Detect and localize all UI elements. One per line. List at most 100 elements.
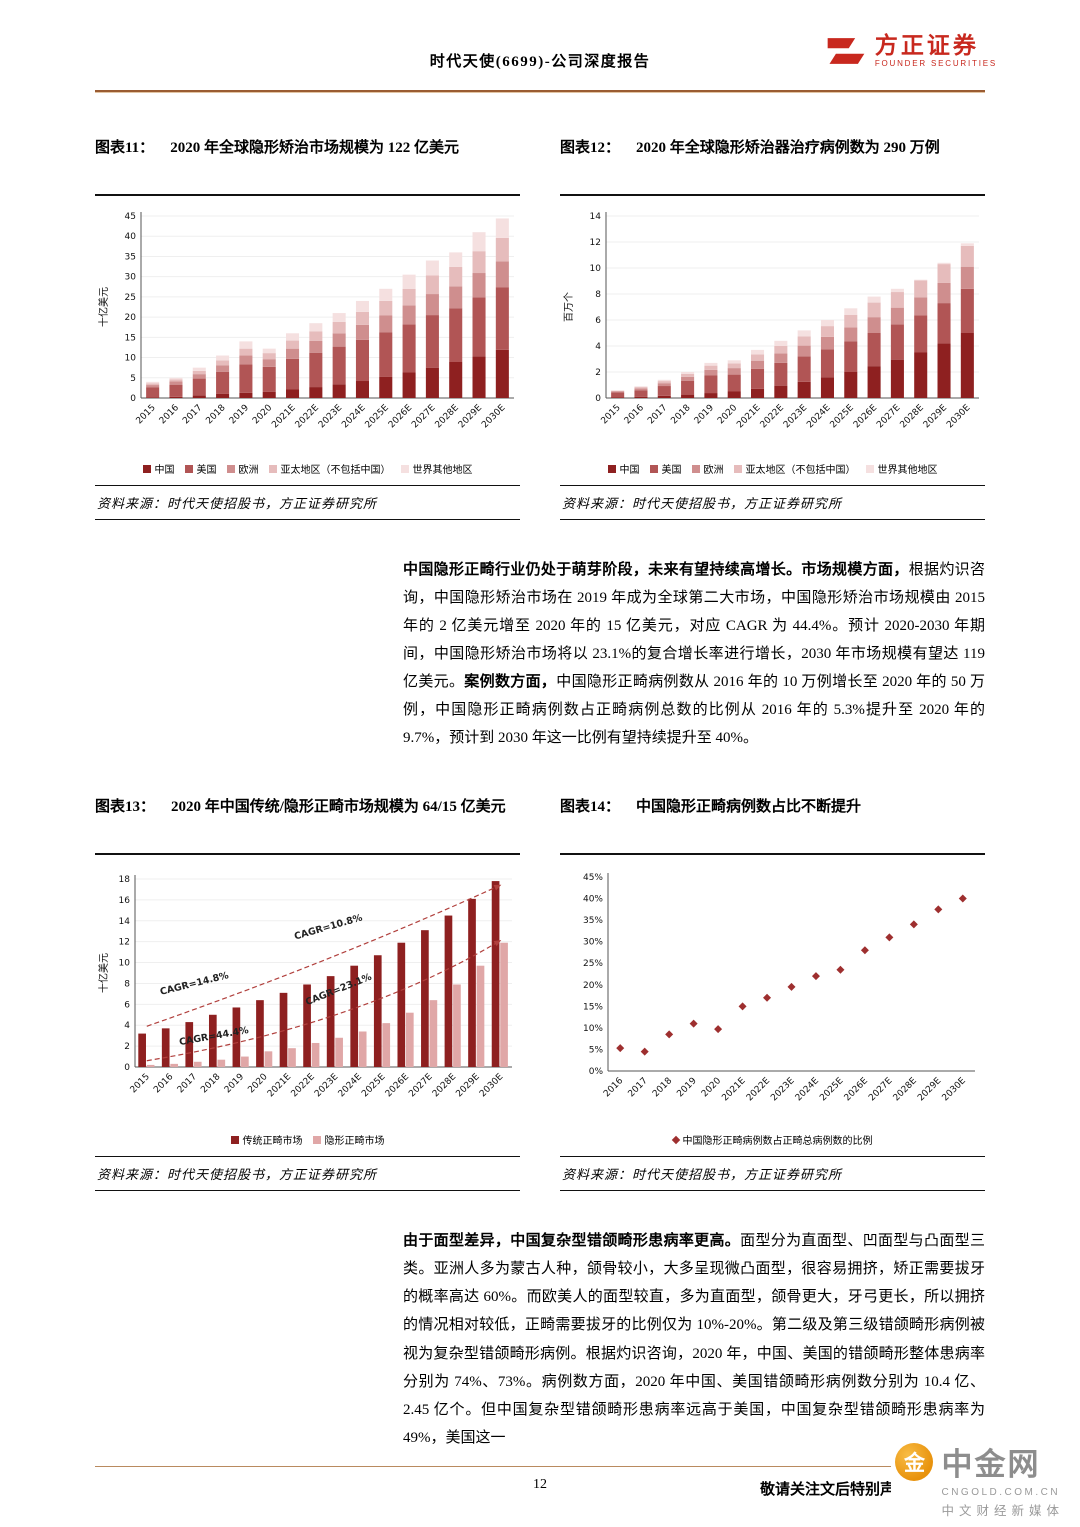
svg-text:2024E: 2024E: [805, 403, 833, 431]
svg-text:18: 18: [119, 875, 131, 885]
svg-text:CAGR=23.1%: CAGR=23.1%: [304, 972, 374, 1009]
legend-item: 传统正畸市场: [230, 1132, 303, 1147]
svg-text:2028E: 2028E: [892, 1076, 920, 1104]
svg-text:20%: 20%: [583, 981, 603, 991]
cngold-logo-icon: 金: [895, 1442, 934, 1481]
legend-label: 欧洲: [703, 465, 724, 476]
svg-text:2026E: 2026E: [387, 403, 415, 431]
figure-11-title: 图表11： 2020 年全球隐形矫治市场规模为 122 亿美元: [95, 135, 520, 196]
legend-swatch-icon: [230, 1135, 239, 1144]
svg-text:16: 16: [119, 896, 131, 906]
svg-text:2021E: 2021E: [735, 403, 763, 431]
figure-13-legend: 传统正畸市场 隐形正畸市场: [95, 1132, 520, 1147]
founder-securities-logo: 方正证券 FOUNDER SECURITIES: [824, 32, 997, 70]
svg-text:30%: 30%: [583, 938, 603, 948]
svg-text:15%: 15%: [583, 1003, 603, 1013]
svg-text:5: 5: [130, 374, 136, 384]
text-normal: 面型分为直面型、凹面型与凸面型三类。亚洲人多为蒙古人种，颌骨较小，大多呈现微凸面…: [403, 1233, 985, 1446]
svg-text:10: 10: [119, 959, 131, 969]
svg-text:十亿美元: 十亿美元: [97, 953, 110, 993]
svg-text:2: 2: [124, 1042, 130, 1052]
svg-text:4: 4: [595, 342, 601, 352]
svg-text:2024E: 2024E: [794, 1076, 822, 1104]
figure-12-caption: 2020 年全球隐形矫治器治疗病例数为 290 万例: [636, 140, 940, 156]
svg-text:0%: 0%: [589, 1067, 604, 1077]
legend-swatch-icon: [312, 1135, 321, 1144]
svg-text:2016: 2016: [602, 1076, 625, 1099]
watermark-domain: CNGOLD.COM.CN: [941, 1487, 1061, 1498]
watermark-name: 中金网: [941, 1447, 1041, 1482]
legend-label: 美国: [196, 465, 217, 476]
legend-item: 世界其他地区: [400, 461, 473, 476]
svg-text:2024E: 2024E: [337, 1072, 365, 1100]
svg-text:2017: 2017: [176, 1072, 199, 1095]
paragraph-malocclusion: 由于面型差异，中国复杂型错颌畸形患病率更高。面型分为直面型、凹面型与凸面型三类。…: [403, 1227, 985, 1451]
svg-text:2025E: 2025E: [364, 403, 392, 431]
svg-text:2: 2: [595, 368, 601, 378]
svg-text:2018: 2018: [204, 403, 227, 426]
figure-13-source: 资料来源：时代天使招股书，方正证券研究所: [95, 1156, 520, 1192]
svg-text:2019: 2019: [693, 403, 716, 426]
legend-swatch-icon: [607, 464, 616, 473]
svg-text:2023E: 2023E: [769, 1076, 797, 1104]
legend-label: 中国: [619, 465, 640, 476]
header-divider: [95, 90, 985, 93]
svg-text:2029E: 2029E: [922, 403, 950, 431]
svg-text:2022E: 2022E: [294, 403, 322, 431]
figure-12-title: 图表12： 2020 年全球隐形矫治器治疗病例数为 290 万例: [560, 135, 985, 196]
legend-item: 美国: [184, 461, 217, 476]
legend-swatch-icon: [184, 464, 193, 473]
founder-logo-text: 方正证券 FOUNDER SECURITIES: [874, 31, 997, 69]
svg-text:2023E: 2023E: [313, 1072, 341, 1100]
legend-item: 隐形正畸市场: [312, 1132, 385, 1147]
svg-text:2023E: 2023E: [782, 403, 810, 431]
figure-11-label: 图表11：: [95, 140, 155, 156]
svg-text:2027E: 2027E: [875, 403, 903, 431]
logo-english-name: FOUNDER SECURITIES: [874, 59, 997, 69]
svg-text:2025E: 2025E: [829, 403, 857, 431]
svg-text:2027E: 2027E: [407, 1072, 435, 1100]
svg-text:10: 10: [590, 264, 602, 274]
svg-text:2030E: 2030E: [941, 1076, 969, 1104]
figure-11-source: 资料来源：时代天使招股书，方正证券研究所: [95, 485, 520, 520]
legend-label: 美国: [661, 465, 682, 476]
svg-text:2029E: 2029E: [454, 1072, 482, 1100]
figure-13: 图表13： 2020 年中国传统/隐形正畸市场规模为 64/15 亿美元 0 2 4 6…: [95, 794, 520, 1192]
svg-text:2017: 2017: [646, 403, 669, 426]
charts-row-bottom: 图表13： 2020 年中国传统/隐形正畸市场规模为 64/15 亿美元 0 2 4 6…: [95, 794, 985, 1192]
legend-label: 欧洲: [238, 465, 259, 476]
figure-13-title: 图表13： 2020 年中国传统/隐形正畸市场规模为 64/15 亿美元: [95, 794, 520, 856]
figure-14-source: 资料来源：时代天使招股书，方正证券研究所: [560, 1156, 985, 1192]
page-header: 时代天使(6699)-公司深度报告 方正证券 FOUNDER SECURITIE…: [95, 32, 995, 86]
svg-text:10%: 10%: [583, 1024, 603, 1034]
svg-text:2029E: 2029E: [916, 1076, 944, 1104]
figure-13-label: 图表13：: [95, 799, 156, 816]
svg-text:6: 6: [595, 316, 601, 326]
logo-chinese-name: 方正证券: [874, 31, 979, 58]
legend-item: 中国: [142, 461, 175, 476]
svg-text:2025E: 2025E: [360, 1072, 388, 1100]
watermark-slogan: 中文财经新媒体: [941, 1504, 1064, 1518]
figure-14: 图表14： 中国隐形正畸病例数占比不断提升 0% 5% 10% 15% 20% 25% 30%…: [560, 794, 985, 1192]
svg-text:2019: 2019: [223, 1072, 246, 1095]
legend-swatch-icon: [649, 464, 658, 473]
svg-text:12: 12: [590, 238, 601, 248]
svg-text:CAGR=10.8%: CAGR=10.8%: [293, 913, 364, 943]
figure-12-plot: 0 2 4 6 8 10 12 14 百万个 2015 2016 2017 2018 2019 2020 20…: [560, 196, 985, 485]
legend-item: 欧洲: [691, 461, 724, 476]
legend-label: 世界其他地区: [877, 465, 938, 476]
svg-text:2024E: 2024E: [340, 403, 368, 431]
svg-text:5%: 5%: [589, 1046, 604, 1056]
legend-swatch-icon: [733, 464, 742, 473]
svg-text:14: 14: [119, 917, 131, 927]
svg-text:2019: 2019: [675, 1076, 698, 1099]
svg-text:2016: 2016: [158, 403, 181, 426]
svg-text:2018: 2018: [669, 403, 692, 426]
svg-text:2016: 2016: [152, 1072, 175, 1095]
page-footer: 12 敬请关注文后特别声明与免责条款: [95, 1466, 985, 1498]
figure-11: 图表11： 2020 年全球隐形矫治市场规模为 122 亿美元 0 5 10 15 20 2…: [95, 135, 520, 520]
legend-label: 中国: [154, 465, 175, 476]
figure-13-caption: 2020 年中国传统/隐形正畸市场规模为 64/15 亿美元: [171, 799, 506, 816]
svg-text:2017: 2017: [181, 403, 204, 426]
figure-11-legend: 中国 美国 欧洲 亚太地区（不包括中国） 世界其他地区: [95, 461, 520, 476]
